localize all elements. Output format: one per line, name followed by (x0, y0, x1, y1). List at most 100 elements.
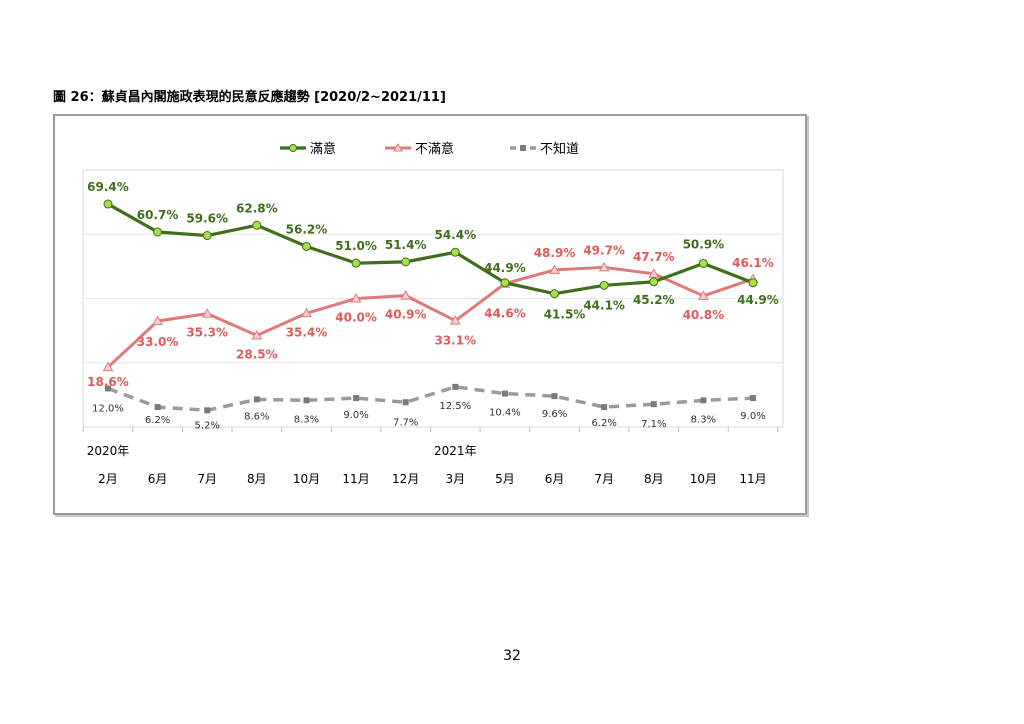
x-tick-label: 6月 (148, 472, 168, 486)
marker-dissatisfied (152, 315, 163, 325)
data-label-dissatisfied: 46.1% (732, 256, 774, 270)
marker-dissatisfied (549, 264, 560, 274)
data-label-dissatisfied: 40.9% (385, 308, 427, 322)
marker-dissatisfied (449, 315, 461, 325)
marker-satisfied (252, 220, 262, 230)
data-label-dontknow: 8.3% (691, 414, 716, 425)
marker-dissatisfied (201, 308, 213, 318)
data-label-dissatisfied: 35.3% (186, 326, 228, 340)
marker-dontknow (353, 395, 360, 402)
legend-marker-dontknow (520, 145, 526, 151)
gridlines (82, 169, 784, 428)
marker-dissatisfied (251, 329, 263, 340)
x-year-label: 2021年 (434, 444, 477, 458)
marker-dissatisfied (301, 307, 312, 318)
marker-dissatisfied (400, 290, 412, 300)
data-label-dontknow: 8.3% (294, 414, 319, 425)
marker-satisfied (103, 199, 113, 209)
marker-satisfied (401, 257, 411, 267)
marker-dontknow (154, 404, 161, 411)
marker-satisfied (450, 247, 460, 257)
data-label-dissatisfied: 49.7% (583, 243, 625, 257)
x-tick-label: 7月 (197, 472, 217, 486)
series-line-dissatisfied (106, 265, 755, 369)
marker-dontknow (105, 385, 111, 392)
data-label-satisfied: 62.8% (236, 201, 278, 215)
x-tick-label: 8月 (247, 472, 267, 486)
x-axis: 2月 6月 7月 8月 10月 11月 12月 3月 5月 6月 7月 8月 10月 11月 2020年 20… (82, 427, 779, 486)
data-label-dontknow: 12.5% (439, 401, 471, 412)
figure-title: 圖 26：蘇貞昌內閣施政表現的民意反應趨勢 [2020/2~2021/11] (53, 90, 446, 105)
data-label-dontknow: 7.1% (641, 419, 666, 430)
x-tick-label: 12月 (392, 472, 419, 486)
x-tick-label: 5月 (495, 472, 515, 486)
data-labels: 12.0% 6.2% 5.2% 8.6% 8.3% 9.0% 7.7% 12.5% 10.4% 9… (87, 180, 779, 431)
marker-satisfied (599, 280, 609, 290)
series-markers (102, 199, 759, 414)
data-label-dontknow: 9.0% (740, 411, 765, 422)
data-label-satisfied: 69.4% (87, 180, 129, 194)
marker-satisfied (649, 277, 659, 287)
data-label-satisfied: 59.6% (186, 212, 228, 226)
data-label-dontknow: 6.2% (591, 418, 616, 429)
marker-dontknow (750, 395, 756, 402)
data-label-dissatisfied: 47.7% (633, 250, 675, 264)
marker-dontknow (402, 399, 409, 406)
data-label-dissatisfied: 33.1% (434, 334, 476, 348)
data-label-dontknow: 6.2% (145, 415, 170, 426)
marker-satisfied (153, 227, 163, 237)
marker-satisfied (351, 258, 361, 268)
data-label-satisfied: 51.0% (335, 239, 377, 253)
data-label-dissatisfied: 28.5% (236, 347, 278, 361)
marker-dissatisfied (350, 292, 362, 303)
marker-dissatisfied (698, 290, 709, 300)
data-label-dissatisfied: 33.0% (137, 335, 179, 349)
data-label-satisfied: 54.4% (434, 228, 476, 242)
legend: 滿意 不滿意 不知道 (280, 141, 579, 157)
marker-satisfied (698, 258, 708, 268)
marker-dontknow (551, 393, 558, 400)
marker-satisfied (202, 231, 212, 241)
data-label-dontknow: 12.0% (92, 403, 124, 414)
data-label-dissatisfied: 40.8% (683, 308, 725, 322)
data-label-satisfied: 51.4% (385, 238, 427, 252)
data-label-dissatisfied: 48.9% (534, 246, 576, 260)
marker-dontknow (501, 390, 508, 397)
data-label-satisfied: 44.1% (583, 298, 625, 312)
data-label-dissatisfied: 44.6% (484, 307, 526, 321)
legend-label-satisfied: 滿意 (310, 141, 336, 157)
marker-dontknow (253, 396, 260, 403)
marker-dissatisfied (102, 361, 114, 372)
data-label-dontknow: 9.0% (343, 410, 368, 421)
data-label-satisfied: 44.9% (737, 293, 779, 307)
data-label-satisfied: 41.5% (544, 308, 586, 322)
data-label-satisfied: 56.2% (286, 222, 328, 236)
data-label-satisfied: 60.7% (137, 208, 179, 222)
x-tick-label: 11月 (342, 472, 369, 486)
marker-satisfied (301, 241, 311, 251)
data-label-dontknow: 5.2% (195, 420, 220, 431)
x-tick-label: 3月 (445, 472, 465, 486)
x-tick-label: 2月 (98, 472, 118, 486)
data-label-satisfied: 50.9% (683, 237, 725, 251)
page-number: 32 (503, 648, 521, 664)
marker-satisfied (500, 278, 510, 288)
data-label-dissatisfied: 18.6% (87, 375, 129, 389)
x-tick-label: 8月 (644, 472, 664, 486)
legend-marker-satisfied (289, 144, 297, 152)
marker-satisfied (550, 289, 560, 299)
x-year-label: 2020年 (87, 444, 130, 458)
series-line-dontknow (107, 385, 754, 413)
x-tick-label: 10月 (690, 472, 717, 486)
data-label-satisfied: 44.9% (484, 261, 526, 275)
x-tick-label: 6月 (545, 472, 565, 486)
marker-dontknow (601, 404, 608, 411)
marker-dontknow (700, 397, 707, 404)
series-lines (106, 202, 755, 413)
legend-label-dontknow: 不知道 (540, 141, 579, 157)
marker-dontknow (204, 407, 211, 414)
marker-dontknow (650, 401, 657, 408)
marker-dontknow (452, 383, 459, 390)
legend-label-dissatisfied: 不滿意 (415, 141, 454, 157)
